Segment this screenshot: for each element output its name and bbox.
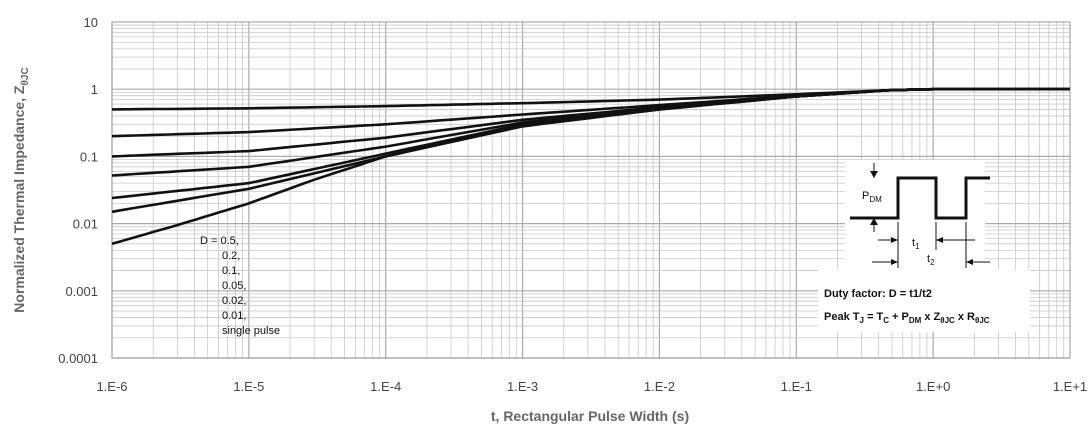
y-axis-title-main: Normalized Thermal Impedance, Z (11, 85, 27, 313)
inset-text-background (818, 270, 1030, 332)
legend-line-2: 0.2, (222, 250, 240, 262)
duty-factor-text: Duty factor: D = t1/t2 (824, 288, 932, 300)
duty-cycle-inset: PDM t1 t2 Duty factor: D = t1/t2 Peak TJ… (818, 160, 1030, 332)
peak-formula-text: Peak TJ = TC + PDM x ZθJC x RθJC (824, 311, 990, 325)
y-axis-title-group: Normalized Thermal Impedance, ZθJC (11, 67, 31, 312)
t2-label: t2 (927, 253, 935, 267)
x-axis-title: t, Rectangular Pulse Width (s) (491, 408, 689, 424)
t2-arrowhead-left (891, 259, 898, 265)
y-tick-label: 0.0001 (58, 351, 98, 366)
series-lines (111, 87, 1070, 246)
x-tick-label: 1.E-2 (644, 379, 675, 394)
y-axis-title-sub: θJC (20, 67, 31, 85)
y-tick-label: 0.001 (65, 284, 98, 299)
x-tick-label: 1.E-6 (96, 379, 127, 394)
legend-line-5: 0.02, (222, 295, 246, 307)
pdm-label: PDM (862, 190, 882, 204)
y-tick-label: 10 (84, 15, 98, 30)
legend-line-4: 0.05, (222, 280, 246, 292)
y-tick-label: 0.01 (73, 217, 98, 232)
x-tick-label: 1.E+1 (1053, 379, 1087, 394)
x-tick-label: 1.E-4 (370, 379, 401, 394)
legend-line-7: single pulse (222, 325, 280, 337)
t1-label: t1 (912, 237, 920, 251)
pdm-arrowhead-bottom (870, 218, 878, 225)
t2-arrowhead-right (966, 259, 973, 265)
x-tick-labels: 1.E-6 1.E-5 1.E-4 1.E-3 1.E-2 1.E-1 1.E+0 1.E+1 (96, 379, 1087, 394)
x-tick-label: 1.E-1 (781, 379, 812, 394)
y-tick-label: 0.1 (80, 149, 98, 164)
t1-arrowhead-left (891, 237, 898, 243)
t1-arrowhead-right (936, 237, 943, 243)
x-tick-label: 1.E-3 (507, 379, 538, 394)
x-tick-label: 1.E-5 (233, 379, 264, 394)
pulse-waveform (850, 176, 990, 220)
grid-lines (111, 22, 1070, 359)
legend-block: D = 0.5, 0.2, 0.1, 0.05, 0.02, 0.01, sin… (200, 235, 280, 337)
legend-line-1: D = 0.5, (200, 235, 239, 247)
plot-border (111, 21, 1071, 359)
x-tick-label: 1.E+0 (916, 379, 950, 394)
legend-line-3: 0.1, (222, 265, 240, 277)
pdm-arrowhead-top (870, 171, 878, 178)
legend-line-6: 0.01, (222, 310, 246, 322)
y-axis-title: Normalized Thermal Impedance, ZθJC (11, 67, 31, 312)
series-line-6 (111, 87, 1070, 246)
y-tick-label: 1 (91, 82, 98, 97)
y-tick-labels: 0.0001 0.001 0.01 0.1 1 10 (58, 15, 98, 366)
plot-frame (111, 21, 1071, 359)
